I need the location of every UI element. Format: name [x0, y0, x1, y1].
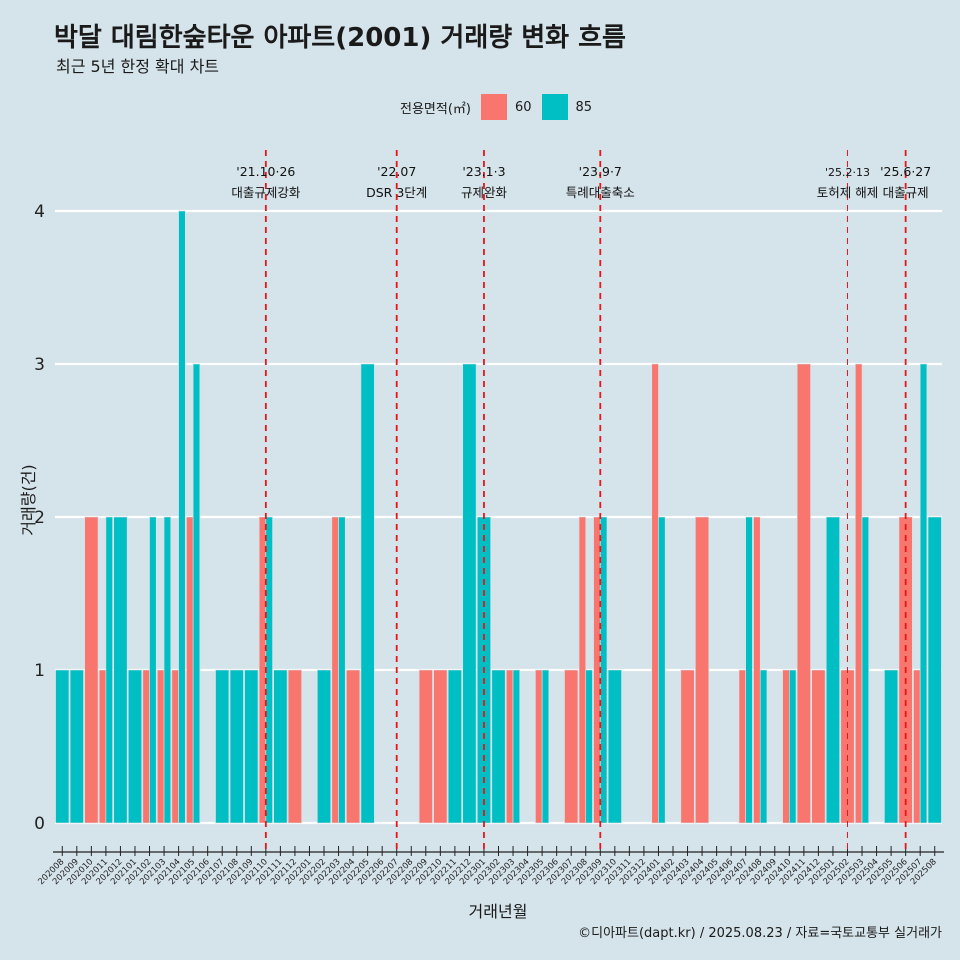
bar-60-202303 [506, 669, 514, 824]
bar-85-202008 [55, 669, 70, 824]
bar-60-202307 [564, 669, 579, 824]
bar-60-202104 [171, 669, 179, 824]
bar-60-202103 [157, 669, 165, 824]
bar-85-202401 [658, 516, 666, 824]
bar-60-202408 [753, 516, 761, 824]
chart-subtitle: 최근 5년 한정 확대 차트 [56, 57, 220, 76]
event-date-0: '21.10·26 [236, 164, 295, 179]
event-label-4: 토허제 해제 [817, 185, 878, 200]
x-axis-label: 거래년월 [468, 902, 528, 921]
legend-label-85: 85 [575, 99, 593, 115]
y-tick-label-0: 0 [34, 814, 45, 834]
bar-85-202104 [178, 210, 186, 824]
legend-key-60 [480, 94, 507, 120]
bar-85-202108 [229, 669, 244, 824]
bar-85-202507 [919, 363, 928, 824]
bar-60-202010 [84, 516, 99, 824]
bar-60-202309 [593, 516, 601, 824]
bar-85-202303 [512, 669, 521, 824]
bar-85-202110 [265, 516, 273, 824]
event-label-0: 대출규제강화 [231, 185, 301, 200]
legend-label-60: 60 [514, 99, 532, 115]
bar-60-202308 [578, 516, 587, 824]
bar-60-202507 [913, 669, 921, 824]
bar-60-202204 [346, 669, 361, 824]
bar-85-202505 [884, 669, 899, 824]
bar-85-202305 [541, 669, 550, 824]
y-tick-label-2: 2 [34, 508, 45, 528]
bar-85-202410 [789, 669, 797, 824]
chart-title: 박달 대림한숲타운 아파트(2001) 거래량 변화 흐름 [54, 23, 626, 53]
bar-85-202012 [113, 516, 128, 824]
bar-85-202102 [149, 516, 157, 824]
event-date-2: '23.1·3 [462, 164, 505, 179]
event-date-5: '25.6·27 [880, 164, 931, 179]
bar-60-202102 [142, 669, 150, 824]
bar-85-202407 [745, 516, 753, 824]
bar-60-202403 [680, 669, 695, 824]
event-date-3: '23.9·7 [579, 164, 622, 179]
bar-60-202407 [738, 669, 746, 824]
event-label-5: 대출규제 [883, 185, 929, 200]
bar-85-202101 [127, 669, 142, 824]
legend: 전용면적(㎡) 60 85 [400, 93, 592, 121]
bar-85-202310 [607, 669, 622, 824]
y-tick-label-4: 4 [34, 202, 45, 222]
bar-85-202408 [759, 669, 768, 824]
bar-60-202412 [811, 669, 826, 824]
bar-60-202112 [287, 669, 302, 824]
bar-60-202203 [331, 516, 339, 824]
bar-85-202107 [215, 669, 230, 824]
bar-85-202009 [69, 669, 84, 824]
bar-85-202302 [491, 669, 506, 824]
legend-title: 전용면적(㎡) [400, 101, 471, 117]
bar-85-202508 [927, 516, 942, 824]
bar-60-202011 [98, 669, 107, 824]
bar-85-202212 [462, 363, 477, 824]
bar-85-202105 [192, 363, 201, 824]
bar-60-202210 [433, 669, 448, 824]
bar-85-202109 [244, 669, 259, 824]
y-axis-label: 거래량(건) [19, 464, 38, 536]
y-tick-label-3: 3 [34, 355, 45, 375]
bar-60-202105 [186, 516, 194, 824]
bar-85-202211 [447, 669, 462, 824]
event-label-3: 특례대출축소 [566, 185, 635, 200]
bar-85-202011 [105, 516, 113, 824]
event-label-2: 규제완화 [461, 185, 508, 200]
bar-85-202308 [585, 669, 593, 824]
bar-60-202209 [418, 669, 433, 824]
bar-85-202503 [861, 516, 870, 824]
bar-85-202202 [317, 669, 331, 824]
source-caption: ©디아파트(dapt.kr) / 2025.08.23 / 자료=국토교통부 실… [578, 926, 942, 941]
bar-60-202305 [535, 669, 543, 824]
bar-60-202110 [258, 516, 267, 824]
bar-85-202203 [338, 516, 346, 824]
bar-60-202411 [796, 363, 811, 824]
bar-85-202501 [825, 516, 840, 824]
bar-60-202503 [855, 363, 863, 824]
y-tick-label-1: 1 [34, 661, 45, 681]
bar-85-202103 [163, 516, 172, 824]
event-date-4: '25.2·13 [825, 166, 870, 179]
bar-85-202111 [273, 669, 288, 824]
legend-key-85 [541, 94, 568, 120]
bar-60-202401 [651, 363, 659, 824]
event-label-1: DSR 3단계 [366, 185, 427, 200]
bar-60-202404 [695, 516, 710, 824]
bar-85-202205 [360, 363, 375, 824]
event-date-1: '22.07 [377, 164, 416, 179]
bar-60-202410 [782, 669, 790, 824]
bar-85-202309 [599, 516, 608, 824]
